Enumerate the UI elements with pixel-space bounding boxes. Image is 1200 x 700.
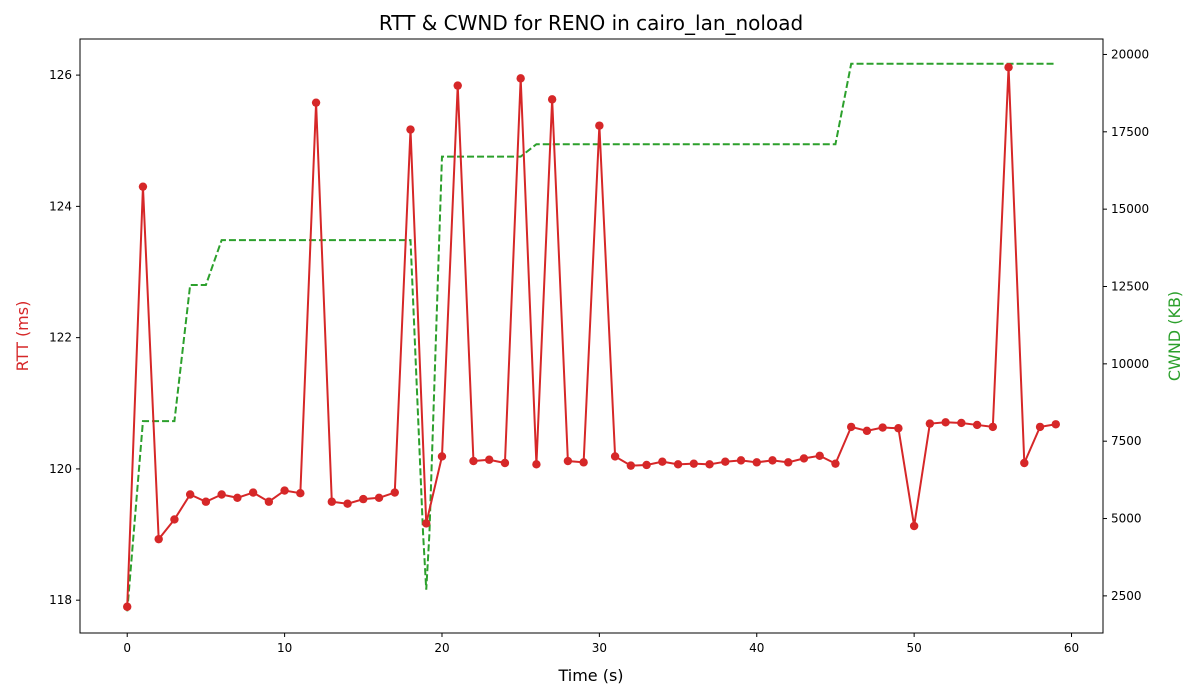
rtt-point <box>485 455 494 464</box>
rtt-point <box>642 460 651 470</box>
rtt-point <box>752 458 761 467</box>
y-left-tick-label: 124 <box>49 199 72 213</box>
rtt-point <box>595 121 604 130</box>
rtt-point <box>1020 458 1029 468</box>
rtt-point <box>532 460 541 469</box>
rtt-point <box>689 459 698 468</box>
y-right-tick-label: 2500 <box>1111 589 1142 603</box>
rtt-point <box>123 602 132 611</box>
rtt-point <box>390 488 399 497</box>
rtt-point <box>909 521 919 531</box>
rtt-point <box>359 494 368 504</box>
y-axis-left: 118 120 122 124 126 <box>49 68 80 607</box>
rtt-point <box>972 420 982 430</box>
rtt-point <box>500 458 510 468</box>
rtt-point <box>217 490 226 499</box>
y-left-tick-label: 122 <box>49 331 72 345</box>
x-axis: 0 10 20 30 40 50 60 <box>123 633 1079 655</box>
y-right-tick-label: 5000 <box>1111 512 1142 526</box>
rtt-point <box>248 488 258 497</box>
x-axis-label: Time (s) <box>557 666 623 685</box>
rtt-point <box>280 486 289 495</box>
rtt-point <box>894 424 903 433</box>
rtt-point <box>831 459 840 468</box>
y-left-tick-label: 118 <box>49 593 72 607</box>
rtt-point <box>705 460 714 469</box>
rtt-point <box>1035 422 1045 432</box>
rtt-point <box>721 457 730 466</box>
rtt-point <box>862 426 872 436</box>
rtt-point <box>406 125 415 134</box>
rtt-point <box>610 452 620 461</box>
y-left-tick-label: 120 <box>49 462 72 476</box>
plot-area <box>123 62 1060 612</box>
x-tick-label: 50 <box>906 641 921 655</box>
rtt-point <box>233 493 242 502</box>
rtt-point <box>453 81 462 90</box>
rtt-point <box>201 497 211 506</box>
rtt-point <box>296 488 305 498</box>
rtt-point <box>815 451 824 460</box>
rtt-point <box>374 493 384 502</box>
rtt-point <box>327 497 337 506</box>
rtt-point <box>311 98 321 107</box>
y-right-tick-label: 15000 <box>1111 202 1149 216</box>
y-right-tick-label: 7500 <box>1111 434 1142 448</box>
rtt-point <box>736 456 746 465</box>
rtt-point <box>941 418 950 427</box>
plot-frame <box>79 38 1104 634</box>
rtt-point <box>422 519 431 528</box>
rtt-point <box>658 457 667 466</box>
rtt-point <box>878 423 887 432</box>
rtt-point <box>768 456 777 465</box>
x-tick-label: 40 <box>749 641 764 655</box>
rtt-point <box>1004 63 1013 72</box>
rtt-point <box>799 454 809 463</box>
rtt-point <box>925 419 935 428</box>
rtt-point <box>988 422 998 432</box>
x-tick-label: 10 <box>277 641 292 655</box>
y-axis-right: 2500 5000 7500 10000 12500 15000 17500 20000 <box>1103 47 1149 603</box>
y-left-tick-label: 126 <box>49 68 72 82</box>
rtt-point <box>673 460 683 469</box>
rtt-point <box>846 422 856 432</box>
rtt-point <box>343 499 352 508</box>
cwnd-series-line <box>126 62 1056 612</box>
rtt-point <box>469 456 478 466</box>
rtt-point <box>516 74 525 83</box>
rtt-point <box>579 458 588 467</box>
rtt-point <box>437 452 447 461</box>
x-tick-label: 60 <box>1064 641 1079 655</box>
y-right-tick-label: 20000 <box>1111 47 1149 61</box>
chart-title: RTT & CWND for RENO in cairo_lan_noload <box>379 11 803 35</box>
rtt-point <box>138 182 148 191</box>
rtt-point <box>784 458 793 467</box>
x-tick-label: 30 <box>592 641 607 655</box>
y-right-tick-label: 10000 <box>1111 357 1149 371</box>
rtt-point <box>154 534 163 544</box>
rtt-point <box>170 515 179 524</box>
rtt-point <box>626 461 636 470</box>
x-tick-label: 20 <box>434 641 449 655</box>
x-tick-label: 0 <box>123 641 131 655</box>
rtt-point <box>547 95 557 104</box>
rtt-point <box>264 497 274 506</box>
rtt-point <box>563 456 573 466</box>
rtt-point <box>185 490 195 499</box>
rtt-point <box>1051 420 1060 429</box>
y-axis-left-label: RTT (ms) <box>13 301 32 372</box>
y-right-tick-label: 17500 <box>1111 125 1149 139</box>
y-axis-right-label: CWND (KB) <box>1165 291 1184 381</box>
y-right-tick-label: 12500 <box>1111 280 1149 294</box>
rtt-point <box>957 418 966 428</box>
